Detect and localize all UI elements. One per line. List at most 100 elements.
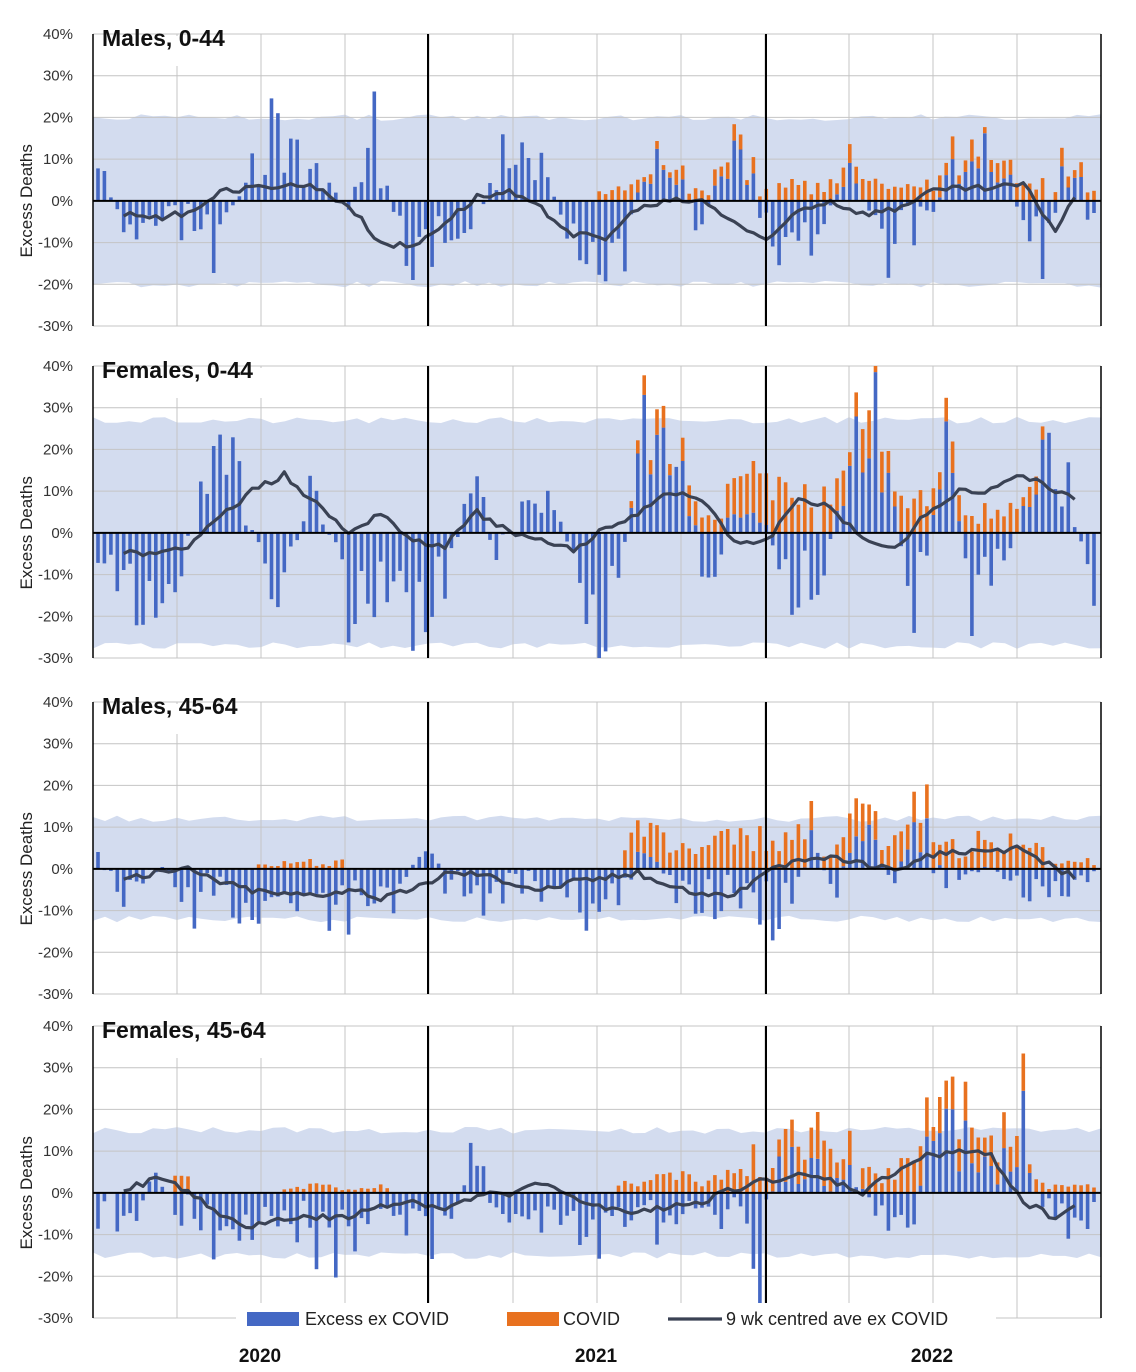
bar-covid	[1040, 1182, 1045, 1193]
bar-covid	[886, 188, 891, 201]
bar-covid	[1092, 190, 1096, 201]
bar-excess-ex-covid	[713, 185, 717, 201]
bar-covid	[732, 478, 736, 515]
bar-excess-ex-covid	[488, 868, 492, 894]
bar-covid	[706, 195, 711, 201]
bar-excess-ex-covid	[244, 525, 248, 533]
bar-excess-ex-covid	[558, 1192, 563, 1225]
bar-excess-ex-covid	[642, 853, 646, 869]
bar-covid	[983, 1137, 987, 1157]
bar-covid	[803, 180, 807, 201]
bar-excess-ex-covid	[289, 1192, 293, 1225]
bar-excess-ex-covid	[244, 1192, 248, 1215]
bar-excess-ex-covid	[237, 196, 242, 201]
bar-covid	[648, 460, 653, 475]
bar-excess-ex-covid	[423, 1192, 428, 1217]
bar-excess-ex-covid	[1047, 200, 1051, 223]
bar-excess-ex-covid	[957, 1171, 961, 1193]
bar-covid	[912, 1160, 916, 1193]
bar-excess-ex-covid	[925, 532, 929, 556]
bar-covid	[719, 831, 724, 869]
bar-covid	[636, 820, 640, 852]
bar-excess-ex-covid	[571, 1192, 576, 1211]
bar-covid	[668, 172, 672, 178]
bar-excess-ex-covid	[359, 868, 364, 896]
bar-excess-ex-covid	[1060, 506, 1064, 533]
bar-excess-ex-covid	[276, 532, 280, 608]
bar-excess-ex-covid	[835, 510, 839, 533]
bar-covid	[918, 187, 923, 201]
bar-excess-ex-covid	[372, 532, 377, 618]
y-tick-label: 10%	[43, 819, 73, 836]
bar-excess-ex-covid	[494, 532, 499, 560]
legend-background	[236, 1303, 996, 1333]
bar-excess-ex-covid	[886, 200, 891, 278]
bar-excess-ex-covid	[295, 532, 299, 541]
bar-covid	[745, 473, 749, 515]
bar-excess-ex-covid	[1015, 868, 1019, 876]
bar-excess-ex-covid	[141, 1192, 145, 1201]
bar-covid	[725, 162, 730, 179]
bar-excess-ex-covid	[835, 868, 839, 898]
bar-excess-ex-covid	[738, 1192, 743, 1207]
bar-excess-ex-covid	[983, 1156, 987, 1193]
bar-excess-ex-covid	[462, 1185, 467, 1193]
bar-covid	[186, 1176, 190, 1193]
bar-covid	[976, 1137, 981, 1173]
bar-excess-ex-covid	[713, 532, 717, 577]
bar-covid	[340, 859, 344, 869]
bar-covid	[256, 864, 261, 869]
bar-excess-ex-covid	[873, 200, 878, 216]
bar-excess-ex-covid	[1047, 868, 1051, 898]
bar-excess-ex-covid	[141, 532, 145, 625]
bar-excess-ex-covid	[1021, 506, 1026, 533]
bar-covid	[983, 127, 987, 134]
bar-excess-ex-covid	[777, 200, 781, 266]
bar-covid	[693, 501, 698, 526]
bar-excess-ex-covid	[546, 177, 550, 201]
bar-covid	[867, 1166, 871, 1193]
bar-covid	[661, 165, 666, 170]
bar-covid	[1015, 508, 1019, 533]
bar-covid	[963, 160, 968, 172]
bar-excess-ex-covid	[693, 868, 698, 914]
bar-excess-ex-covid	[1060, 868, 1064, 897]
title-background	[98, 704, 260, 734]
bar-excess-ex-covid	[770, 200, 775, 247]
bar-excess-ex-covid	[995, 182, 1000, 201]
bar-excess-ex-covid	[449, 532, 454, 549]
bar-excess-ex-covid	[642, 1192, 646, 1206]
bar-covid	[1047, 1189, 1051, 1193]
bar-excess-ex-covid	[912, 822, 916, 869]
bar-excess-ex-covid	[250, 1192, 254, 1240]
bar-excess-ex-covid	[777, 1156, 781, 1193]
bar-covid	[308, 859, 312, 869]
bar-excess-ex-covid	[269, 868, 274, 898]
bar-excess-ex-covid	[546, 1192, 550, 1207]
y-tick-label: 20%	[43, 109, 73, 126]
bar-excess-ex-covid	[353, 186, 357, 201]
bar-excess-ex-covid	[526, 868, 531, 871]
bar-covid	[963, 856, 968, 869]
bar-excess-ex-covid	[636, 453, 640, 533]
bar-covid	[1060, 863, 1064, 869]
bar-covid	[925, 506, 929, 533]
bar-excess-ex-covid	[751, 1192, 756, 1269]
bar-covid	[950, 136, 955, 160]
bar-covid	[1092, 865, 1096, 869]
bar-covid	[732, 844, 736, 869]
bar-excess-ex-covid	[886, 868, 891, 875]
x-axis-year-label: 2020	[239, 1346, 281, 1367]
bar-excess-ex-covid	[179, 200, 184, 241]
bar-excess-ex-covid	[616, 868, 621, 906]
bar-excess-ex-covid	[565, 200, 569, 239]
bar-excess-ex-covid	[880, 1192, 884, 1206]
bar-excess-ex-covid	[552, 510, 556, 533]
bar-covid	[706, 845, 711, 869]
bar-excess-ex-covid	[501, 134, 505, 201]
bar-covid	[893, 186, 897, 201]
bar-covid	[841, 1159, 846, 1180]
panel-title: Females, 0-44	[102, 357, 253, 383]
title-background	[98, 1028, 287, 1058]
y-tick-label: 30%	[43, 68, 73, 85]
